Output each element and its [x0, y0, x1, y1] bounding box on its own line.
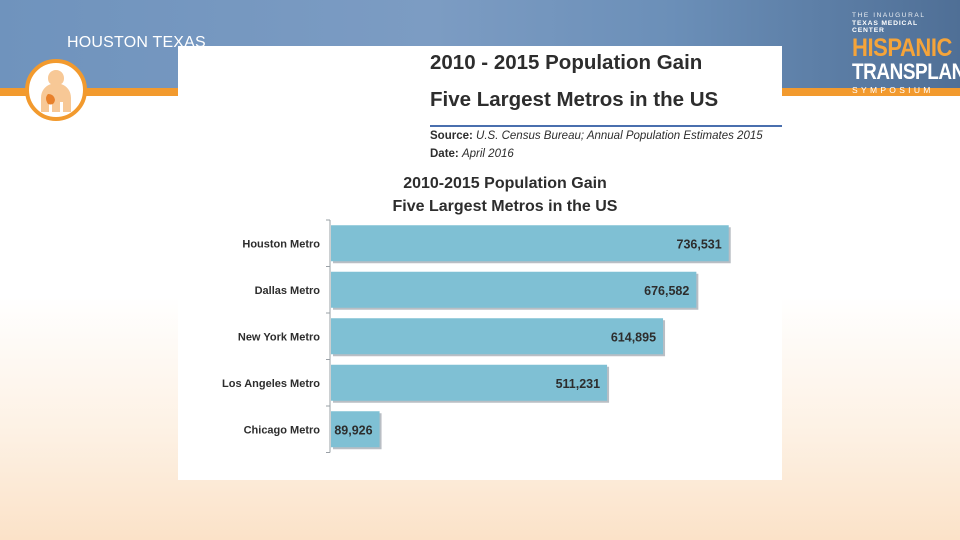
chart-subtitle: Five Largest Metros in the US	[393, 198, 618, 215]
category-label: Chicago Metro	[244, 424, 321, 436]
symposium-logo: THE INAUGURAL TEXAS MEDICAL CENTER HISPA…	[852, 12, 960, 95]
figure-title-line1: 2010 - 2015 Population Gain	[430, 51, 703, 74]
location-title: HOUSTON TEXAS	[67, 34, 206, 51]
category-label: New York Metro	[238, 331, 320, 343]
logo-line-inaugural: THE INAUGURAL	[852, 12, 926, 19]
figure-title-line2: Five Largest Metros in the US	[430, 88, 719, 111]
transplant-logo-icon	[25, 59, 87, 121]
value-label: 511,231	[556, 377, 601, 391]
figure-title-rule	[430, 125, 782, 127]
bar-chicago-metro	[331, 411, 380, 448]
category-label: Los Angeles Metro	[222, 378, 320, 390]
date-label: Date:	[430, 148, 459, 160]
logo-line-symposium: SYMPOSIUM	[852, 85, 934, 95]
logo-line-transplant: TRANSPLANT	[852, 59, 960, 84]
value-label: 614,895	[611, 330, 656, 344]
logo-line-tmc: TEXAS MEDICAL CENTER	[852, 20, 918, 34]
source-label: Source:	[430, 130, 473, 142]
value-label: 89,926	[334, 423, 372, 437]
figure-source: Source: U.S. Census Bureau; Annual Popul…	[430, 130, 763, 142]
value-label: 676,582	[644, 284, 689, 298]
date-text: April 2016	[461, 148, 514, 160]
bar-dallas-metro	[331, 271, 697, 308]
source-text: U.S. Census Bureau; Annual Population Es…	[476, 130, 763, 142]
value-label: 736,531	[677, 237, 722, 251]
figure-date: Date: April 2016	[430, 148, 514, 160]
bar-los-angeles-metro	[331, 364, 608, 401]
bar-chart: 2010-2015 Population Gain Five Largest M…	[222, 175, 731, 453]
bars-layer: Houston Metro 736,531 Dallas Metro 676,582 N…	[222, 219, 731, 453]
chart-title: 2010-2015 Population Gain	[403, 175, 607, 192]
chart-figure: 2010 - 2015 Population Gain Five Largest…	[178, 46, 782, 480]
category-label: Dallas Metro	[255, 285, 321, 297]
logo-line-hispanic: HISPANIC	[852, 34, 952, 62]
category-label: Houston Metro	[242, 238, 320, 250]
bar-new-york-metro	[331, 318, 664, 355]
bar-houston-metro	[331, 225, 729, 262]
